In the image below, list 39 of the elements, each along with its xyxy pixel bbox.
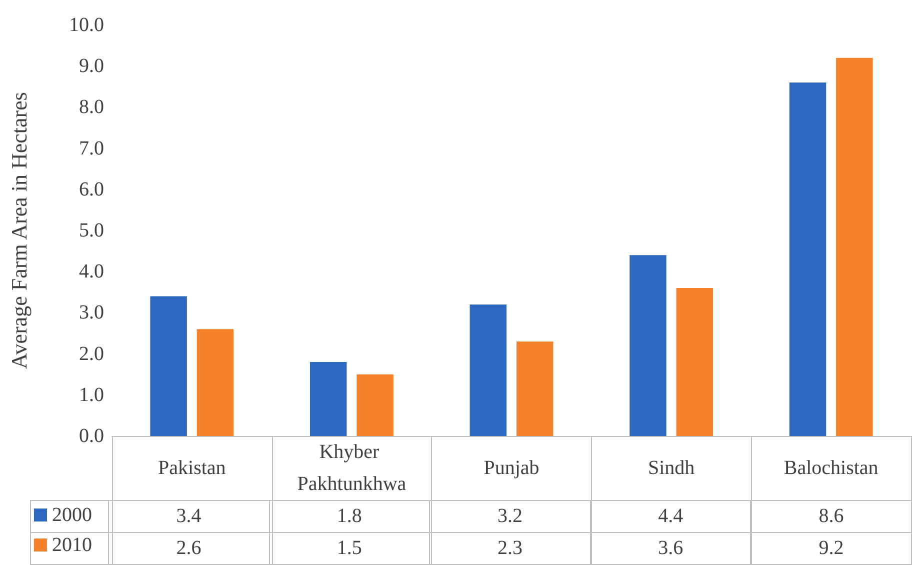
bar xyxy=(470,304,507,436)
y-tick-label: 4.0 xyxy=(79,260,104,283)
y-tick-label: 3.0 xyxy=(79,302,104,324)
data-label: 1.5 xyxy=(269,532,430,564)
bar xyxy=(196,329,234,436)
bar xyxy=(310,362,347,436)
x-tick-label: Balochistan xyxy=(784,457,878,479)
x-tick-label: Khyber Pakhtunkhwa xyxy=(297,441,406,495)
data-label: 3.2 xyxy=(430,500,590,532)
data-label: 2.6 xyxy=(108,532,270,564)
data-label: 4.4 xyxy=(590,500,751,532)
bar xyxy=(516,341,554,436)
data-label: 3.4 xyxy=(108,500,270,532)
x-tick-label: Pakistan xyxy=(158,457,226,479)
legend-label: 2000 xyxy=(52,504,92,526)
bar xyxy=(676,288,714,436)
legend-label: 2010 xyxy=(52,534,92,556)
data-label: 9.2 xyxy=(750,532,912,564)
bar xyxy=(836,58,873,436)
y-tick-label: 8.0 xyxy=(79,96,104,118)
data-label: 2.3 xyxy=(430,532,590,564)
y-tick-label: 5.0 xyxy=(79,220,104,242)
bar xyxy=(789,82,826,436)
data-label: 1.8 xyxy=(269,500,430,532)
data-label: 8.6 xyxy=(750,500,912,532)
y-tick-label: 9.0 xyxy=(79,55,104,78)
x-tick-label: Punjab xyxy=(484,457,540,479)
y-tick-label: 6.0 xyxy=(79,178,104,200)
y-tick-label: 1.0 xyxy=(79,384,104,406)
data-label: 3.6 xyxy=(590,532,751,564)
y-tick-label: 10.0 xyxy=(69,14,104,36)
bar xyxy=(150,296,187,436)
y-tick-label: 2.0 xyxy=(79,342,104,365)
bar xyxy=(356,374,394,436)
bar xyxy=(630,255,666,436)
x-tick-label: Sindh xyxy=(648,457,695,479)
y-axis-title: Average Farm Area in Hectares xyxy=(6,92,32,369)
y-tick-label: 0.0 xyxy=(79,425,104,447)
y-tick-label: 7.0 xyxy=(79,137,104,160)
